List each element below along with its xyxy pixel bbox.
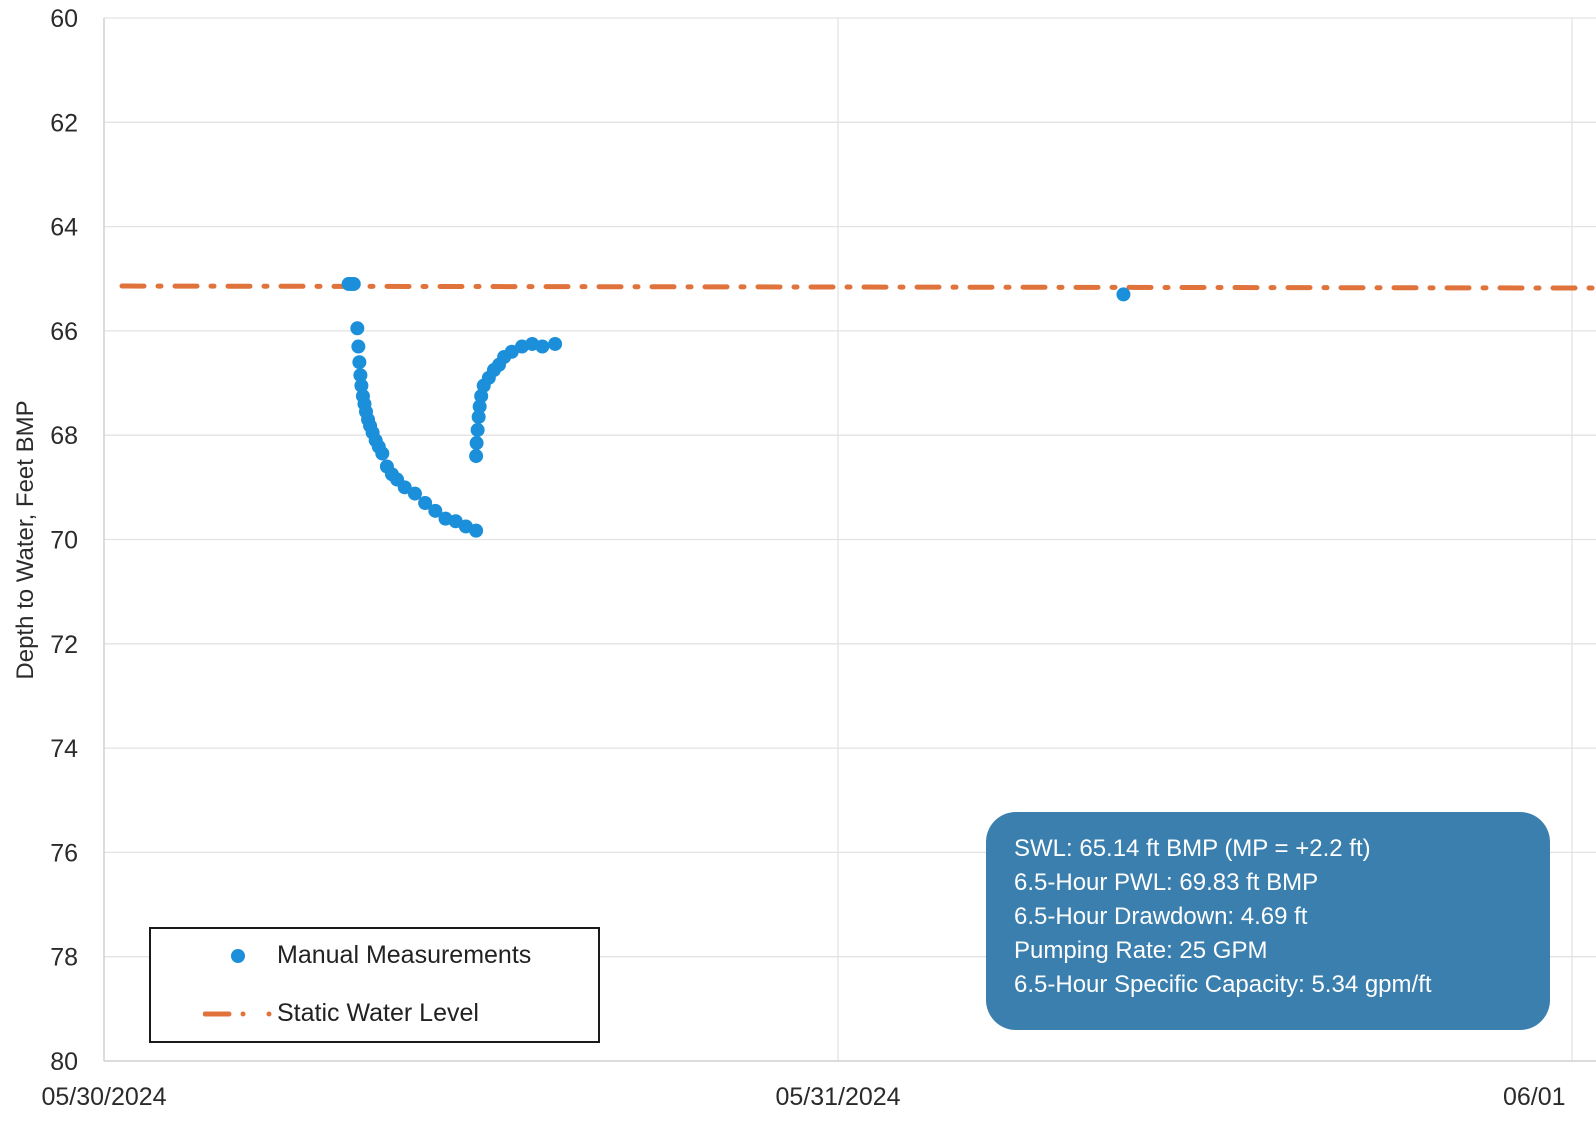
data-point [470, 422, 485, 437]
manual-measurements-series [341, 276, 1131, 538]
y-tick-label: 70 [50, 527, 78, 555]
x-tick-label: 05/31/2024 [775, 1083, 900, 1111]
static-water-level-series [119, 283, 1596, 291]
axes [103, 18, 1596, 1062]
legend-item-static-water-level: Static Water Level [151, 999, 479, 1028]
legend-label: Static Water Level [277, 999, 479, 1027]
y-axis-label: Depth to Water, Feet BMP [12, 400, 39, 679]
y-tick-label: 72 [50, 631, 78, 659]
data-point [548, 336, 563, 351]
data-point [428, 503, 443, 518]
y-tick-label: 74 [50, 735, 78, 763]
annotation-pumping-rate: Pumping Rate: 25 GPM [1014, 937, 1268, 964]
data-point [407, 486, 422, 501]
legend-item-manual-measurements: Manual Measurements [151, 941, 531, 970]
annotation-drawdown: 6.5-Hour Drawdown: 4.69 ft [1014, 903, 1308, 930]
data-point [352, 355, 367, 370]
y-tick-label: 78 [50, 944, 78, 972]
legend-marker-dot [231, 948, 245, 963]
annotation-pwl: 6.5-Hour PWL: 69.83 ft BMP [1014, 869, 1319, 896]
annotation-specific-capacity: 6.5-Hour Specific Capacity: 5.34 gpm/ft [1014, 971, 1432, 998]
data-point [471, 409, 486, 424]
static-water-level-line [119, 283, 1596, 291]
data-point [354, 378, 369, 393]
y-tick-label: 62 [50, 109, 78, 137]
data-point [346, 276, 361, 291]
data-point [469, 449, 484, 464]
y-tick-label: 68 [50, 422, 78, 450]
x-tick-label: 06/01 [1503, 1083, 1566, 1111]
data-point [472, 399, 487, 414]
legend: Manual Measurements Static Water Level [149, 927, 600, 1043]
data-point [397, 480, 412, 495]
legend-marker-dash-dot [203, 1011, 272, 1016]
y-tick-label: 66 [50, 318, 78, 346]
data-point [1116, 287, 1131, 302]
y-tick-label: 64 [50, 214, 78, 242]
legend-label: Manual Measurements [277, 941, 532, 969]
data-point [469, 523, 484, 538]
summary-annotation-box: SWL: 65.14 ft BMP (MP = +2.2 ft) 6.5-Hou… [986, 812, 1550, 1030]
x-tick-label: 05/30/2024 [41, 1083, 166, 1111]
x-tick-labels: 05/30/2024 05/31/2024 06/01 [41, 1083, 1565, 1111]
data-point [469, 436, 484, 451]
data-point [418, 495, 433, 510]
y-tick-label: 76 [50, 839, 78, 867]
y-tick-label: 60 [50, 5, 78, 33]
data-point [375, 446, 390, 461]
data-point [535, 339, 550, 354]
y-tick-label: 80 [50, 1048, 78, 1076]
data-point [351, 339, 366, 354]
y-tick-labels: 60 62 64 66 68 70 72 74 76 78 80 [50, 5, 78, 1076]
data-point [353, 368, 368, 383]
data-point [350, 321, 365, 336]
annotation-swl: SWL: 65.14 ft BMP (MP = +2.2 ft) [1014, 835, 1371, 862]
